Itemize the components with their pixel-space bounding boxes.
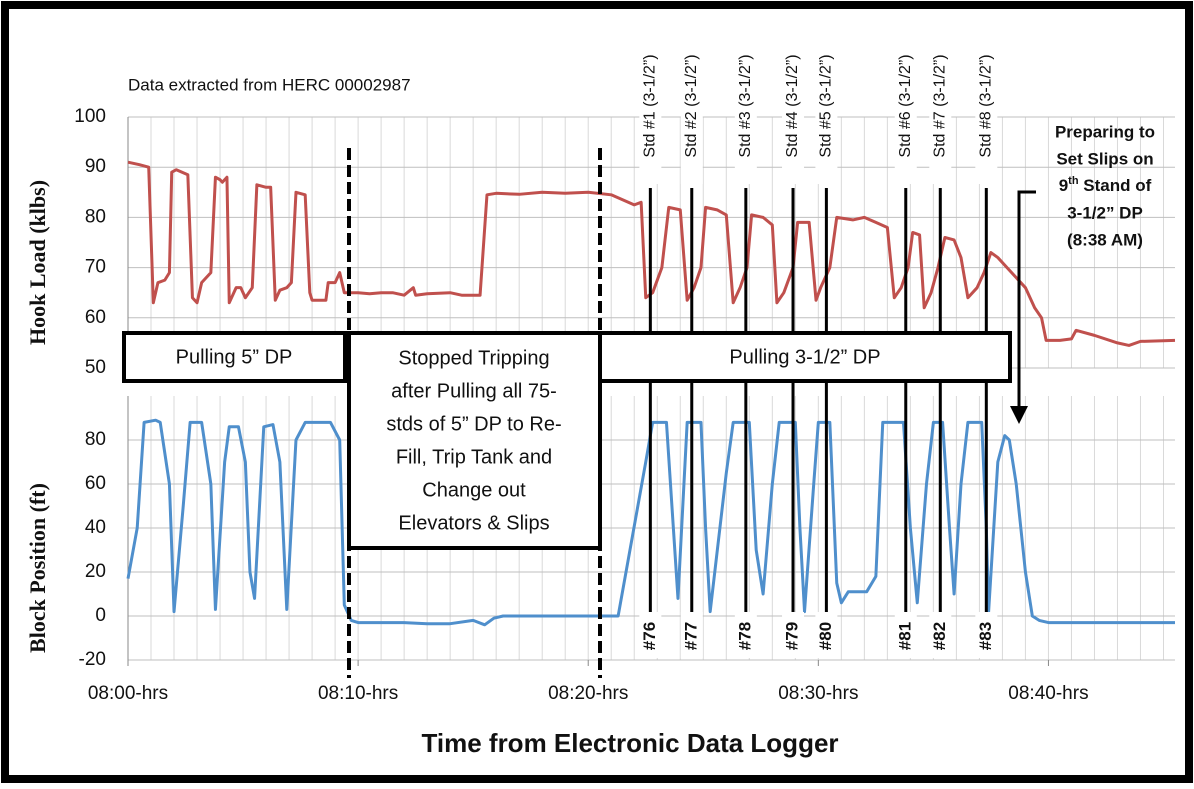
stand-number: #83	[976, 622, 995, 650]
stand-number-bg	[975, 612, 998, 658]
phase-note: stds of 5” DP to Re-	[386, 413, 561, 435]
stand-number-bg	[894, 612, 917, 658]
y-tick-label: 50	[85, 357, 106, 378]
stand-label-bg	[894, 28, 917, 184]
phase-note: after Pulling all 75-	[391, 380, 557, 402]
phase-note: Change out	[422, 479, 526, 501]
stand-number-bg	[929, 612, 952, 658]
x-tick-label: 08:10-hrs	[318, 683, 398, 704]
x-axis-title: Time from Electronic Data Logger	[421, 728, 838, 758]
stand-number-bg	[680, 612, 703, 658]
y-tick-label: 0	[95, 605, 106, 626]
callout-text: Set Slips on	[1056, 149, 1153, 168]
x-tick-label: 08:40-hrs	[1008, 683, 1088, 704]
stand-label-bg	[975, 28, 998, 184]
callout-text: 9th Stand of	[1059, 175, 1152, 196]
y-tick-label: 60	[85, 473, 106, 494]
x-tick-label: 08:00-hrs	[88, 683, 168, 704]
stand-label-bg	[734, 28, 757, 184]
data-line	[126, 418, 1175, 627]
stand-label-bg	[639, 28, 662, 184]
y-tick-label: 80	[85, 206, 106, 227]
y-tick-label: -20	[79, 649, 106, 670]
y-tick-label: 80	[85, 429, 106, 450]
overlay-layer: Std #1 (3-1/2”) #76 Std #2 (3-1/2”) #77 Std …	[122, 28, 1155, 678]
stand-label-bg	[815, 28, 838, 184]
phase-note: Elevators & Slips	[398, 512, 549, 534]
stand-label: Std #8 (3-1/2”)	[978, 54, 995, 157]
stand-number-bg	[639, 612, 662, 658]
stand-label: Std #7 (3-1/2”)	[932, 54, 949, 157]
stand-label: Std #5 (3-1/2”)	[818, 54, 835, 157]
stand-number: #81	[895, 622, 914, 650]
callout-text: 3-1/2” DP	[1067, 203, 1143, 222]
stand-number: #80	[816, 622, 835, 650]
phase-label: Pulling 5” DP	[176, 346, 293, 368]
y-tick-label: 100	[74, 106, 106, 127]
stand-label-bg	[929, 28, 952, 184]
phase-box	[347, 331, 602, 550]
phase-label: Pulling 3-1/2” DP	[729, 346, 880, 368]
phase-box	[122, 331, 347, 383]
y-axis-title: Hook Load (klbs)	[25, 180, 50, 345]
y-tick-label: 20	[85, 561, 106, 582]
source-note: Data extracted from HERC 00002987	[128, 75, 411, 94]
phase-note: Fill, Trip Tank and	[396, 446, 552, 468]
callout-superscript: th	[1068, 175, 1079, 187]
stand-label: Std #6 (3-1/2”)	[897, 54, 914, 157]
y-tick-label: 40	[85, 517, 106, 538]
stand-label: Std #3 (3-1/2”)	[737, 54, 754, 157]
stand-number: #79	[783, 622, 802, 650]
stand-label: Std #2 (3-1/2”)	[683, 54, 700, 157]
callout-text: Preparing to	[1055, 122, 1155, 141]
stand-number: #82	[930, 622, 949, 650]
y-tick-label: 60	[85, 307, 106, 328]
callout-text: (8:38 AM)	[1067, 230, 1143, 249]
stand-number: #78	[735, 622, 754, 650]
phase-note: Stopped Tripping	[398, 347, 549, 369]
stand-number-bg	[782, 612, 805, 658]
stand-number-bg	[734, 612, 757, 658]
y-axis-title: Block Position (ft)	[25, 483, 50, 653]
data-layer	[126, 160, 1176, 627]
stand-label: Std #4 (3-1/2”)	[784, 54, 801, 157]
stand-label-bg	[680, 28, 703, 184]
stand-number-bg	[815, 612, 838, 658]
y-tick-label: 70	[85, 257, 106, 278]
y-tick-label: 90	[85, 156, 106, 177]
x-tick-label: 08:30-hrs	[778, 683, 858, 704]
stand-label: Std #1 (3-1/2”)	[642, 54, 659, 157]
callout-arrow	[1017, 190, 1036, 410]
phase-box	[598, 331, 1012, 383]
data-line	[127, 160, 1176, 347]
stand-label-bg	[782, 28, 805, 184]
stand-number: #76	[640, 622, 659, 650]
x-tick-label: 08:20-hrs	[548, 683, 628, 704]
callout-text-part: 9	[1059, 176, 1068, 195]
stand-number: #77	[681, 622, 700, 650]
callout-arrowhead	[1010, 406, 1028, 424]
callout-text-part: Stand of	[1079, 176, 1152, 195]
